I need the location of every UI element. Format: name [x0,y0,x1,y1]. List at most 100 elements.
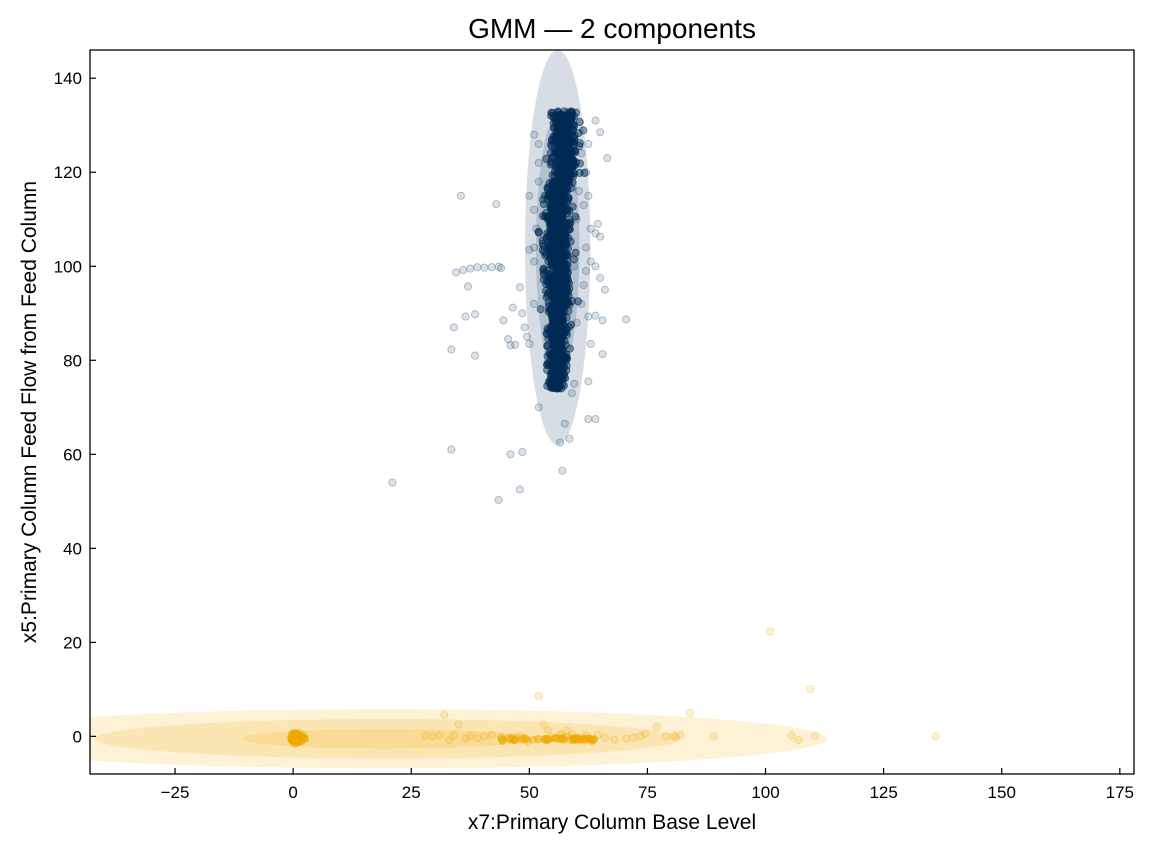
scatter-point-c1 [547,307,556,316]
scatter-point-c2 [794,736,803,745]
scatter-point-c1 [591,116,600,125]
scatter-point-c1 [563,208,572,217]
scatter-point-c1 [556,144,565,153]
scatter-point-c1 [536,305,545,314]
scatter-point-c1 [572,318,581,327]
scatter-point-c2 [449,731,458,740]
x-tick-label: 25 [402,783,421,802]
scatter-point-c1 [577,299,586,308]
scatter-point-c2 [290,736,299,745]
scatter-point-c1 [543,183,552,192]
scatter-point-c2 [421,731,430,740]
scatter-point-c1 [562,164,571,173]
x-tick-label: 50 [520,783,539,802]
scatter-point-c2 [593,730,602,740]
scatter-point-c1 [554,269,563,278]
y-tick-label: 20 [63,633,82,652]
scatter-point-c1 [548,153,557,162]
scatter-point-c1 [473,263,482,272]
scatter-point-c1 [518,309,527,318]
scatter-point-c1 [542,361,552,370]
scatter-point-c1 [591,415,600,424]
scatter-point-c1 [480,263,489,272]
scatter-point-c1 [494,495,503,504]
scatter-point-c1 [547,261,557,270]
scatter-point-c1 [459,265,468,275]
scatter-point-c1 [542,154,551,163]
x-tick-label: 0 [288,783,297,802]
x-tick-label: 125 [869,783,897,802]
scatter-point-c2 [428,732,437,741]
scatter-point-c1 [544,334,553,343]
scatter-point-c1 [567,107,576,116]
scatter-point-c1 [557,349,566,358]
scatter-point-c2 [685,708,694,717]
scatter-point-c1 [447,445,456,454]
scatter-point-c2 [540,734,549,744]
scatter-point-c1 [559,249,569,258]
scatter-point-c1 [530,257,539,266]
scatter-point-c1 [515,283,524,292]
scatter-point-c1 [555,312,564,322]
scatter-point-c1 [558,466,567,475]
scatter-point-c1 [543,381,552,390]
chart-title: GMM — 2 components [468,13,756,44]
y-tick-label: 60 [63,445,82,464]
scatter-point-c1 [570,379,579,388]
scatter-point-c1 [584,191,593,200]
scatter-point-c1 [530,299,539,308]
scatter-point-c1 [596,273,605,283]
scatter-point-c1 [596,232,605,241]
scatter-point-c1 [541,286,551,295]
y-tick-label: 0 [73,727,82,746]
scatter-point-c1 [558,210,567,220]
scatter-point-c1 [530,243,539,252]
scatter-point-c2 [487,730,496,740]
scatter-point-c1 [584,312,593,321]
scatter-point-c1 [560,419,569,428]
plot-frame [89,49,1135,775]
scatter-point-c1 [569,139,579,148]
scatter-point-c2 [557,735,566,744]
scatter-point-c1 [551,384,560,393]
scatter-points [286,107,940,748]
scatter-point-c1 [564,195,573,204]
y-tick-label: 80 [63,351,82,370]
scatter-point-c1 [525,339,534,348]
scatter-point-c1 [560,321,569,330]
scatter-point-c2 [544,726,553,735]
scatter-point-c1 [534,158,543,167]
scatter-point-c1 [591,262,600,271]
scatter-point-c1 [487,263,496,272]
scatter-point-c1 [499,316,508,325]
scatter-point-c1 [542,276,552,285]
scatter-point-c1 [565,225,574,234]
scatter-point-c1 [572,215,581,224]
scatter-point-c1 [470,310,480,319]
scatter-point-c1 [584,415,593,424]
scatter-point-c1 [567,183,576,192]
scatter-point-c1 [598,316,607,325]
scatter-point-c1 [552,244,561,253]
gmm-ellipse-c2-1sigma [241,728,535,749]
gmm-ellipse-c2-2sigma [94,718,681,759]
scatter-point-c1 [496,264,506,273]
scatter-point-c1 [525,191,534,200]
scatter-point-c1 [570,262,579,271]
scatter-point-c1 [530,205,539,214]
scatter-point-c1 [622,315,631,324]
y-axis-label: x5:Primary Column Feed Flow from Feed Co… [18,181,41,643]
scatter-point-c1 [546,249,555,258]
scatter-point-c1 [551,330,560,340]
scatter-point-c1 [461,312,470,321]
scatter-point-c1 [574,186,583,196]
scatter-point-c2 [676,730,685,740]
scatter-point-c1 [555,438,565,447]
gmm-ellipses [90,50,827,769]
plot-area [90,50,940,769]
scatter-point-c2 [709,732,718,741]
scatter-point-c1 [563,179,572,188]
scatter-point-c2 [610,735,619,744]
scatter-point-c2 [515,731,524,740]
scatter-point-c1 [530,130,539,139]
